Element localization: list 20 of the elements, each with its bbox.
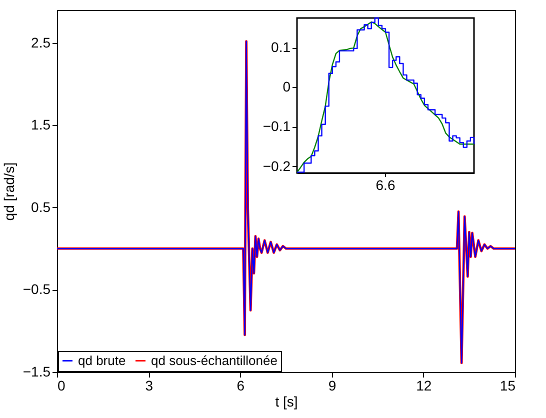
x-tick-label: 0 <box>58 378 66 394</box>
annotation: 6.6 <box>376 177 396 193</box>
y-tick-label: −0.1 <box>262 118 291 134</box>
y-tick-label: −1.5 <box>22 364 51 380</box>
y-tick-label: 2.5 <box>31 34 51 50</box>
y-axis-title: qd [rad/s] <box>0 162 17 221</box>
x-tick-label: 6 <box>236 378 245 394</box>
x-tick-label: 9 <box>328 378 336 394</box>
y-tick-label: 0.5 <box>31 198 51 215</box>
legend-label: qd brute <box>78 352 126 368</box>
y-tick-label: 0.1 <box>271 39 291 56</box>
y-tick-label: 1.5 <box>31 116 51 133</box>
y-tick-label: −0.2 <box>262 158 291 174</box>
y-tick-label: 0 <box>282 78 291 95</box>
y-tick-label: −0.5 <box>22 281 51 298</box>
x-tick-label: 12 <box>416 378 432 394</box>
x-axis-title: t [s] <box>275 394 298 410</box>
x-tick-label: 3 <box>145 378 154 394</box>
x-tick-label: 15 <box>500 378 516 394</box>
legend-label: qd sous-échantillonée <box>151 352 278 368</box>
